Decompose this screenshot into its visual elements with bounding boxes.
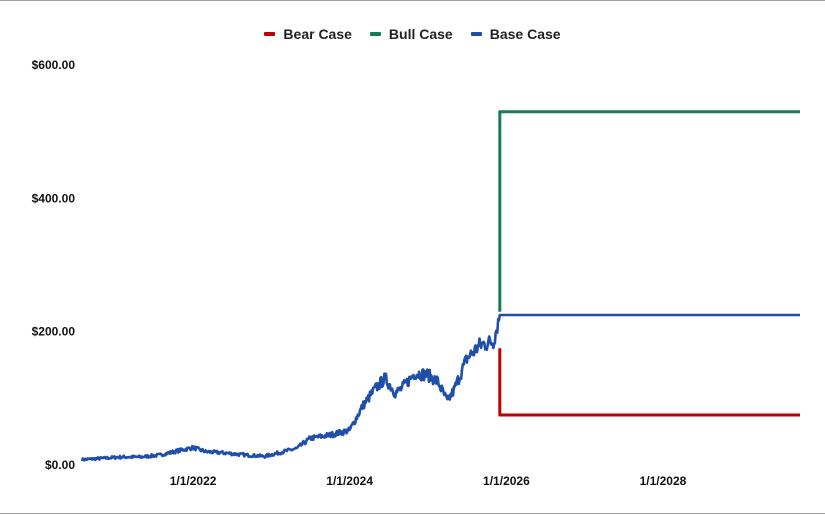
series-line-bull-case bbox=[498, 110, 800, 312]
legend-item-bull: Bull Case bbox=[369, 26, 453, 42]
legend-swatch-bull bbox=[369, 32, 381, 36]
legend: Bear Case Bull Case Base Case bbox=[0, 26, 825, 42]
x-tick-label: 1/1/2026 bbox=[483, 474, 530, 488]
x-axis-ticks: 1/1/2022 1/1/2024 1/1/2026 1/1/2028 bbox=[170, 474, 687, 488]
x-tick-label: 1/1/2024 bbox=[326, 474, 373, 488]
y-tick-label: $200.00 bbox=[32, 325, 76, 339]
y-tick-label: $0.00 bbox=[45, 458, 75, 472]
series-layer bbox=[80, 110, 800, 462]
series-line-base-case bbox=[80, 313, 800, 462]
x-tick-label: 1/1/2028 bbox=[640, 474, 687, 488]
legend-item-base: Base Case bbox=[470, 26, 561, 42]
y-tick-label: $400.00 bbox=[32, 191, 76, 205]
legend-item-bear: Bear Case bbox=[264, 26, 352, 42]
series-line-bear-case bbox=[498, 348, 800, 417]
legend-label-bear: Bear Case bbox=[283, 26, 352, 42]
x-tick-label: 1/1/2022 bbox=[170, 474, 217, 488]
legend-label-base: Base Case bbox=[489, 26, 561, 42]
legend-swatch-base bbox=[470, 32, 482, 36]
y-tick-label: $600.00 bbox=[32, 58, 76, 72]
legend-label-bull: Bull Case bbox=[388, 26, 453, 42]
y-axis-ticks: $0.00 $200.00 $400.00 $600.00 bbox=[32, 58, 76, 472]
legend-swatch-bear bbox=[264, 32, 276, 36]
